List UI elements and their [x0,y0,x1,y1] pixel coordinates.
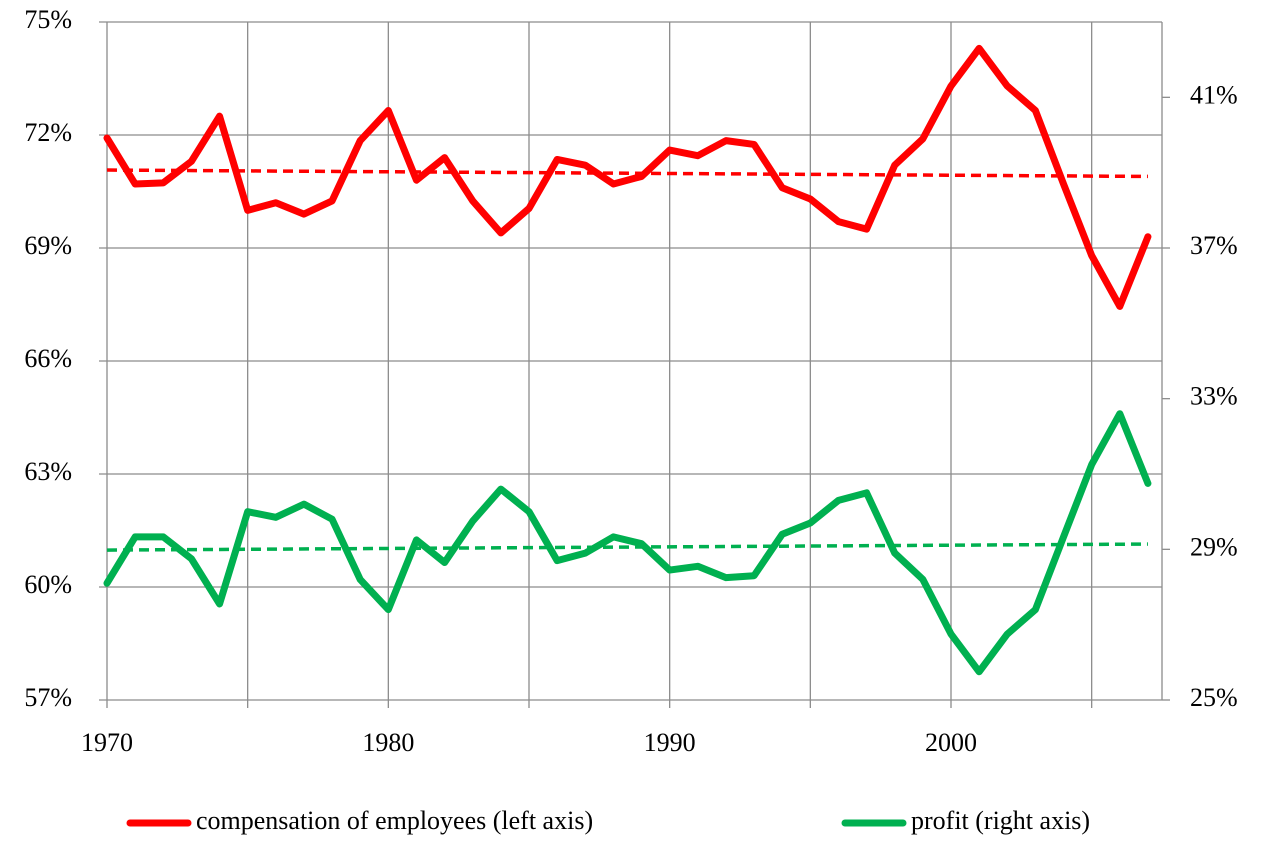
y-tick-label: 69% [24,231,72,260]
trend-line [106,168,1148,179]
y-tick-label: 57% [24,683,72,712]
y-tick-label: 66% [24,344,72,373]
y-tick-label: 75% [24,5,72,34]
y2-tick-label: 33% [1190,382,1238,411]
x-tick-label: 1980 [362,728,414,757]
y-tick-label: 63% [24,457,72,486]
series-line [103,44,1152,310]
legend-label: profit (right axis) [911,806,1090,835]
x-tick-label: 1990 [644,728,696,757]
y2-tick-label: 29% [1190,532,1238,561]
y-tick-label: 60% [24,570,72,599]
y-tick-label: 72% [24,118,72,147]
series-line [103,410,1152,676]
x-tick-label: 1970 [81,728,133,757]
trend-line [106,542,1148,552]
legend-label: compensation of employees (left axis) [196,806,593,835]
x-tick-label: 2000 [925,728,977,757]
y2-tick-label: 37% [1190,231,1238,260]
y2-tick-label: 41% [1190,80,1238,109]
y2-tick-label: 25% [1190,683,1238,712]
